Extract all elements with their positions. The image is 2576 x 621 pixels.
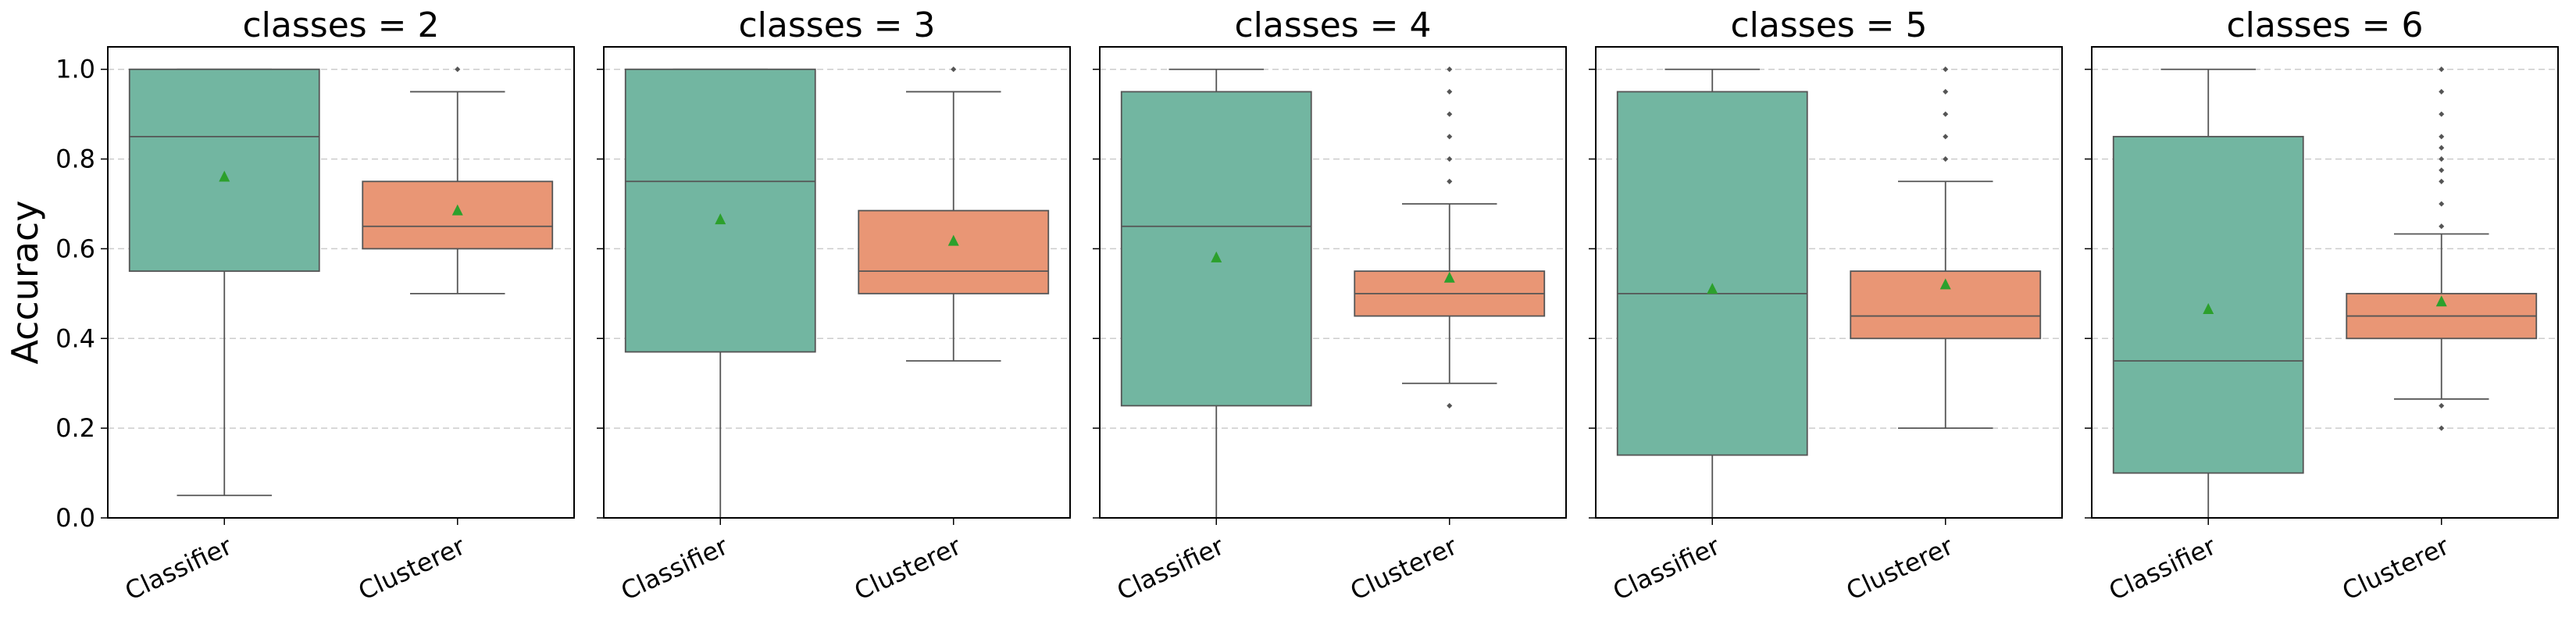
y-tick-label: 0.2: [55, 413, 95, 443]
clusterer-mean-marker: [1443, 271, 1455, 283]
clusterer-outlier-point: [2439, 178, 2445, 184]
panel-frame: [107, 46, 575, 519]
clusterer-outlier-point: [1943, 111, 1949, 117]
clusterer-outlier-point: [1943, 156, 1949, 162]
y-axis-label: Accuracy: [4, 200, 46, 364]
clusterer-outlier-point: [1447, 402, 1453, 409]
panel-title: classes = 6: [2226, 5, 2423, 45]
clusterer-outlier-point: [1943, 66, 1949, 73]
classifier-mean-marker: [2203, 302, 2214, 314]
clusterer-outlier-point: [2439, 111, 2445, 117]
clusterer-outlier-point: [1447, 178, 1453, 184]
x-tick-label-classifier: Classifier: [1608, 530, 1725, 606]
x-tick-label-clusterer: Clusterer: [1346, 530, 1462, 605]
clusterer-outlier-point: [2439, 425, 2445, 431]
panel-frame: [1595, 46, 2063, 519]
clusterer-box: [858, 209, 1050, 294]
clusterer-outlier-point: [2439, 88, 2445, 95]
clusterer-mean-marker: [2435, 295, 2447, 307]
panel-title: classes = 4: [1234, 5, 1431, 45]
classifier-mean-marker: [715, 213, 726, 225]
y-tick-label: 0.8: [55, 145, 95, 174]
classifier-box: [2112, 135, 2304, 474]
clusterer-outlier-point: [1447, 134, 1453, 140]
y-tick-label: 0.6: [55, 234, 95, 263]
clusterer-outlier-point: [1447, 111, 1453, 117]
clusterer-outlier-point: [2439, 167, 2445, 173]
clusterer-outlier-point: [951, 66, 957, 73]
classifier-box: [1616, 91, 1808, 456]
x-tick-label-classifier: Classifier: [2104, 530, 2221, 606]
x-tick-label-clusterer: Clusterer: [354, 530, 470, 605]
classifier-box: [128, 68, 320, 273]
x-tick-label-clusterer: Clusterer: [1842, 530, 1958, 605]
classifier-box: [624, 68, 816, 353]
clusterer-outlier-point: [2439, 145, 2445, 151]
panel-frame: [1099, 46, 1567, 519]
panel-frame: [2091, 46, 2559, 519]
clusterer-outlier-point: [1943, 88, 1949, 95]
clusterer-outlier-point: [2439, 134, 2445, 140]
x-tick-label-clusterer: Clusterer: [850, 530, 966, 605]
x-tick-label-clusterer: Clusterer: [2338, 530, 2454, 605]
clusterer-outlier-point: [455, 66, 461, 73]
clusterer-outlier-point: [2439, 201, 2445, 207]
panel-title: classes = 3: [738, 5, 935, 45]
classifier-mean-marker: [219, 170, 230, 182]
clusterer-outlier-point: [2439, 156, 2445, 162]
clusterer-mean-marker: [451, 204, 463, 216]
y-tick-label: 1.0: [55, 55, 95, 84]
classifier-mean-marker: [1211, 251, 1222, 262]
y-tick-label: 0.0: [55, 503, 95, 533]
clusterer-outlier-point: [2439, 223, 2445, 230]
x-tick-label-classifier: Classifier: [120, 530, 237, 606]
clusterer-outlier-point: [2439, 66, 2445, 73]
x-tick-label-classifier: Classifier: [1112, 530, 1229, 606]
clusterer-outlier-point: [1447, 156, 1453, 162]
panel-frame: [603, 46, 1071, 519]
classifier-box: [1120, 91, 1312, 407]
clusterer-outlier-point: [1447, 88, 1453, 95]
clusterer-mean-marker: [947, 234, 959, 246]
classifier-mean-marker: [1707, 283, 1718, 294]
clusterer-outlier-point: [1447, 66, 1453, 73]
clusterer-outlier-point: [2439, 402, 2445, 409]
clusterer-mean-marker: [1939, 278, 1951, 290]
x-tick-label-classifier: Classifier: [616, 530, 733, 606]
panel-title: classes = 5: [1730, 5, 1927, 45]
panel-title: classes = 2: [242, 5, 439, 45]
clusterer-outlier-point: [1943, 134, 1949, 140]
y-tick-label: 0.4: [55, 323, 95, 353]
